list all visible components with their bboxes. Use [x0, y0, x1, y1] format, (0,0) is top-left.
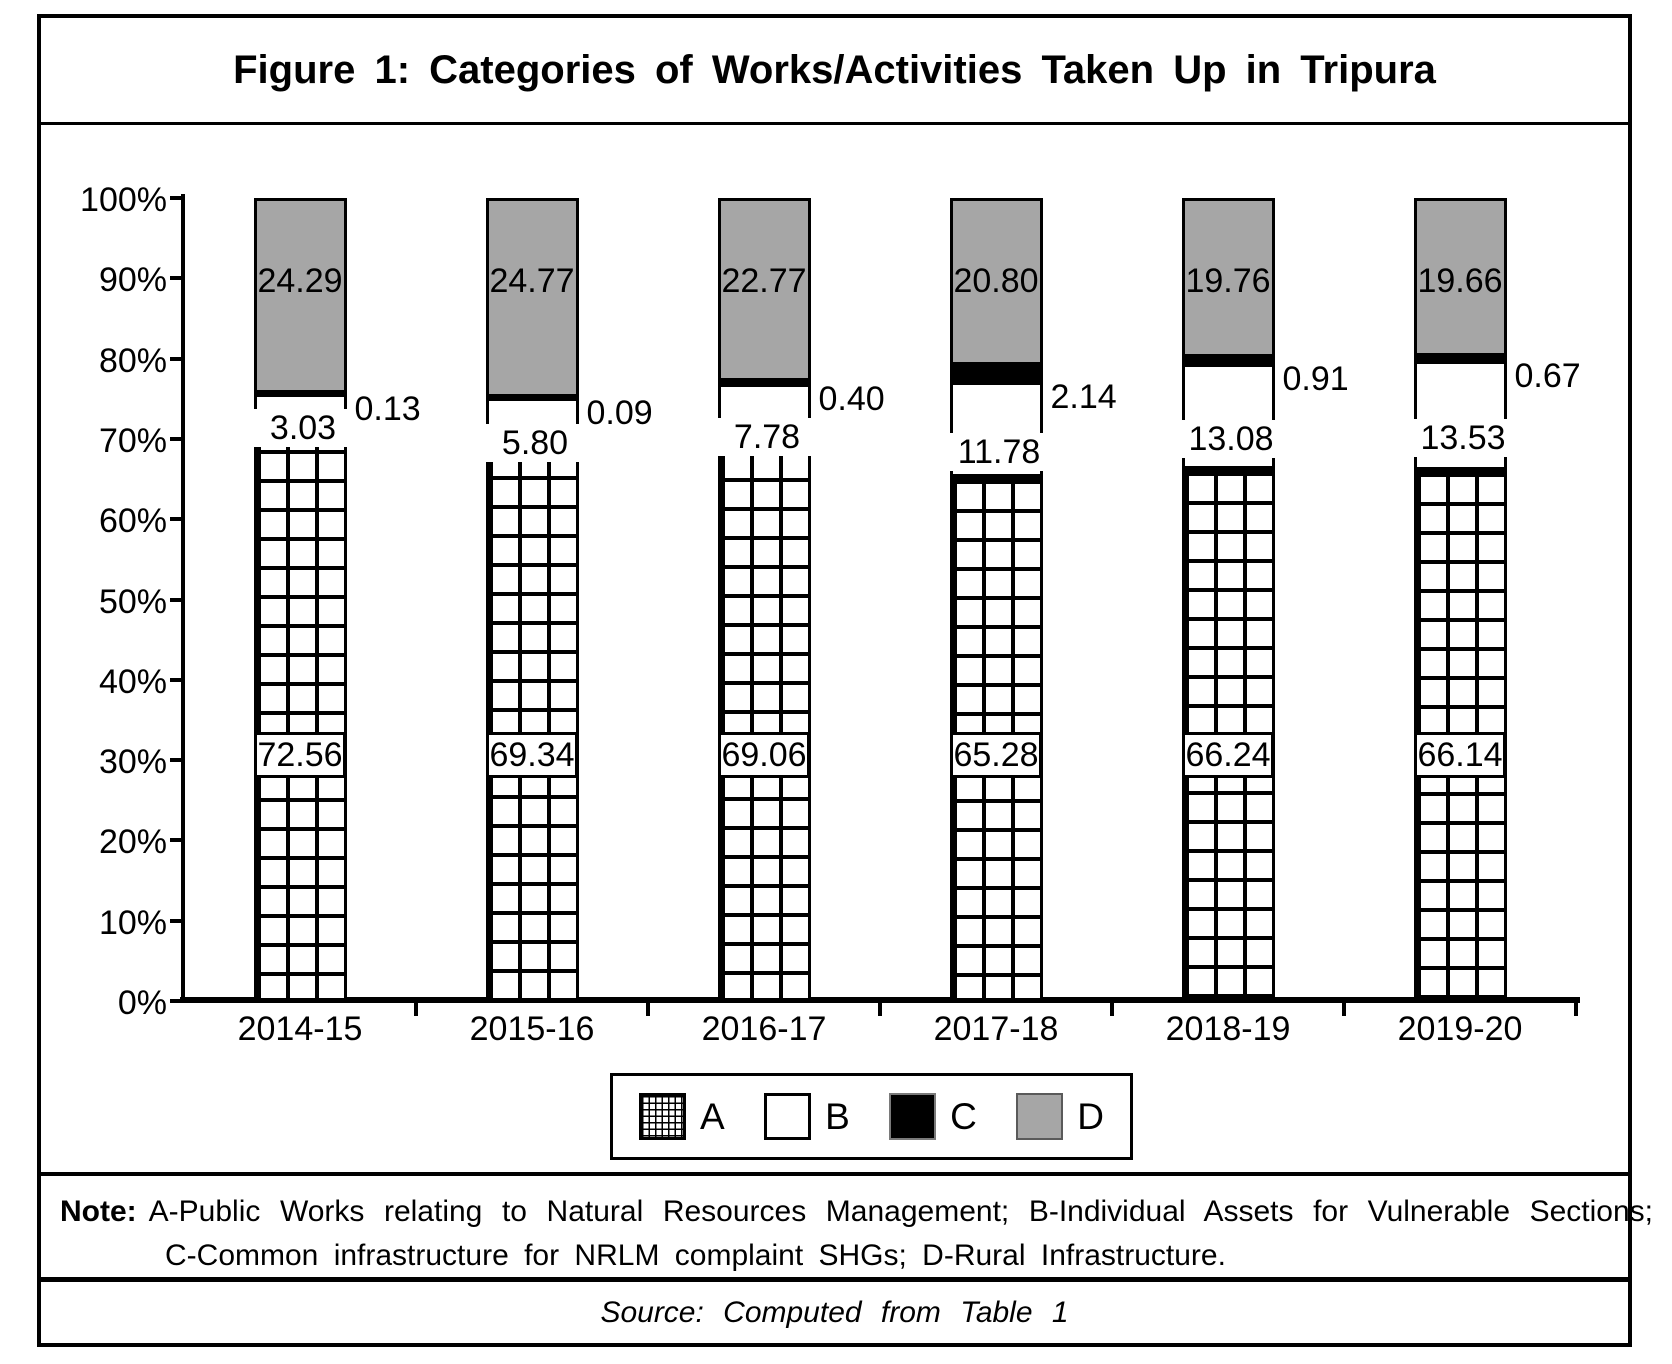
data-label-a: 69.06 [718, 732, 810, 778]
y-axis-line [181, 194, 185, 1002]
data-label-c: 0.67 [1514, 357, 1581, 396]
y-axis-tick [170, 196, 182, 200]
data-label-b: 11.78 [941, 432, 1057, 471]
x-axis-line [180, 997, 1580, 1003]
note-separator-line [37, 1172, 1632, 1176]
data-label-d: 24.29 [257, 262, 343, 300]
legend-swatch-gray-icon [1016, 1093, 1064, 1140]
x-axis-tick [1574, 1003, 1578, 1016]
y-axis-tick [170, 918, 182, 923]
y-axis-tick [170, 356, 182, 361]
bar-segment-c [949, 365, 1043, 383]
y-axis-tick-label: 10% [98, 903, 167, 942]
bar-segment-d [1413, 198, 1507, 356]
data-label-d: 24.77 [489, 262, 575, 300]
legend-item-a: A [639, 1093, 725, 1140]
x-axis-tick [646, 1003, 650, 1016]
legend-label-b: B [825, 1095, 850, 1137]
data-label-d: 19.66 [1417, 262, 1503, 300]
x-axis-tick [878, 1003, 882, 1016]
y-axis-tick [170, 999, 182, 1003]
y-axis-tick [170, 436, 182, 441]
legend-swatch-white-icon [764, 1093, 812, 1140]
data-label-d: 20.80 [953, 262, 1039, 300]
data-label-a: 66.24 [1182, 732, 1274, 778]
legend-swatch-black-icon [889, 1093, 937, 1140]
chart-legend: A B C D [610, 1073, 1133, 1160]
legend-item-d: D [1016, 1093, 1104, 1140]
y-axis-tick-label: 40% [98, 662, 167, 701]
note-body: A-Public Works relating to Natural Resou… [148, 1195, 1653, 1272]
y-axis-tick-label: 100% [80, 181, 167, 219]
data-label-a: 66.14 [1414, 732, 1506, 778]
data-label-c: 0.13 [354, 390, 421, 428]
data-label-b: 5.80 [477, 423, 593, 462]
x-axis-category-label: 2017-18 [933, 1010, 1059, 1048]
data-label-c: 0.09 [586, 393, 653, 432]
legend-label-d: D [1077, 1095, 1104, 1137]
bar-segment-c [1181, 356, 1275, 365]
bar-segment-a [253, 418, 347, 1001]
y-axis-tick-label: 0% [117, 984, 167, 1022]
x-axis-category-label: 2015-16 [469, 1010, 595, 1048]
bar-segment-d [717, 197, 811, 381]
figure-frame [37, 14, 1632, 1347]
data-label-d: 19.76 [1185, 262, 1271, 300]
x-axis-tick [1110, 1003, 1114, 1016]
y-axis-tick [170, 276, 182, 281]
x-axis-tick [1342, 1003, 1346, 1016]
y-axis-tick-label: 70% [98, 421, 167, 460]
y-axis-tick-label: 90% [98, 261, 167, 300]
data-label-b: 13.08 [1173, 419, 1289, 458]
data-label-a: 65.28 [950, 732, 1042, 778]
y-axis-tick [170, 838, 182, 843]
y-axis-tick [170, 597, 182, 602]
y-axis-tick-label: 20% [98, 823, 167, 862]
legend-item-c: C [889, 1093, 977, 1140]
y-axis-tick-label: 80% [98, 341, 167, 380]
y-axis-tick [170, 758, 182, 763]
data-label-b: 13.53 [1405, 418, 1521, 457]
data-label-a: 69.34 [486, 732, 578, 778]
bar-segment-c [1413, 355, 1507, 362]
y-axis-tick-label: 30% [98, 743, 167, 782]
x-axis-category-label: 2018-19 [1165, 1010, 1291, 1048]
y-axis-tick-label: 60% [98, 502, 167, 541]
legend-label-c: C [950, 1095, 977, 1137]
x-axis-category-label: 2016-17 [701, 1010, 827, 1048]
data-label-c: 2.14 [1050, 378, 1117, 417]
note-label: Note: [60, 1195, 137, 1228]
bar-segment-d [949, 198, 1043, 366]
data-label-b: 7.78 [709, 418, 825, 457]
bar-segment-a [717, 446, 811, 1001]
source-separator-line [37, 1277, 1632, 1282]
y-axis-tick [170, 677, 182, 682]
y-axis-tick-label: 50% [98, 582, 167, 621]
figure-title: Figure 1: Categories of Works/Activities… [233, 48, 1436, 92]
bar-segment-d [1181, 198, 1275, 357]
legend-swatch-crosshatch-icon [639, 1093, 686, 1140]
bar-segment-a [485, 444, 579, 1001]
legend-label-a: A [700, 1095, 725, 1137]
data-label-b: 3.03 [245, 409, 361, 448]
data-label-c: 0.91 [1282, 360, 1349, 399]
source-text: Source: Computed from Table 1 [600, 1296, 1069, 1329]
bar-segment-d [253, 197, 347, 393]
note-text: Note: A-Public Works relating to Natural … [60, 1190, 1653, 1278]
title-separator-line [37, 122, 1632, 125]
data-label-d: 22.77 [721, 262, 807, 300]
data-label-c: 0.40 [818, 379, 885, 418]
y-axis-tick [170, 517, 182, 522]
x-axis-category-label: 2014-15 [237, 1010, 363, 1048]
data-label-a: 72.56 [254, 732, 346, 778]
bar-segment-d [485, 198, 579, 397]
legend-item-b: B [764, 1093, 850, 1140]
x-axis-category-label: 2019-20 [1397, 1010, 1523, 1048]
x-axis-tick [414, 1003, 418, 1016]
